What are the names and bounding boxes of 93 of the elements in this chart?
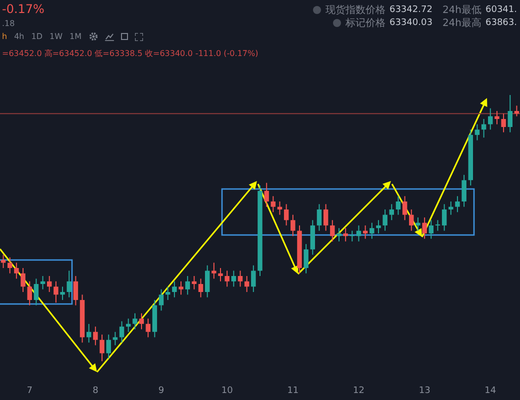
text: 63863. [486, 18, 517, 28]
text: 63340.03 [389, 18, 432, 28]
candlestick [224, 270, 230, 288]
candlestick [119, 320, 124, 344]
candlestick [323, 204, 328, 232]
candlestick [494, 110, 500, 125]
candlestick [40, 276, 46, 290]
candlestick [409, 208, 414, 232]
candlestick [93, 326, 98, 346]
x-tick-label: 7 [26, 386, 32, 396]
candlestick [8, 256, 12, 274]
candlestick [54, 280, 58, 304]
text: 1M [70, 32, 82, 41]
candlestick [350, 230, 355, 242]
candlestick [304, 244, 308, 274]
text: 1D [31, 32, 42, 41]
candlestick [14, 262, 19, 280]
chart-title: -0.17% [2, 2, 44, 16]
x-tick-label: 8 [92, 386, 99, 396]
candlestick [27, 280, 32, 306]
candlestick [192, 276, 197, 290]
x-tick-label: 11 [287, 386, 299, 396]
candlestick [474, 124, 480, 141]
candlestick [20, 268, 26, 292]
candlestick [251, 264, 256, 292]
candlestick [310, 220, 316, 256]
x-tick-label: 12 [353, 386, 364, 396]
candlestick [462, 174, 466, 208]
candlestick [514, 105, 520, 117]
candlestick [343, 228, 348, 242]
candlestick [416, 216, 420, 232]
candlestick [66, 270, 72, 298]
candlestick [277, 200, 282, 216]
candlestick [185, 276, 190, 296]
text: 24h最低 [442, 4, 482, 17]
candlestick [218, 268, 223, 282]
candlestick [212, 262, 216, 280]
candlestick [146, 318, 150, 338]
candlestick [284, 204, 289, 226]
text: 1W [50, 32, 62, 41]
x-tick-label: 14 [484, 386, 496, 396]
text: 60341. [486, 5, 517, 15]
text: 现货指数价格 [325, 4, 386, 17]
candlestick [370, 222, 374, 240]
candlestick [204, 264, 210, 298]
candlestick [376, 220, 381, 234]
candlestick [442, 204, 447, 232]
candlestick [231, 270, 236, 288]
candlestick [172, 280, 177, 298]
candlestick [198, 278, 204, 298]
candlestick [132, 312, 138, 330]
candlestick [34, 278, 39, 306]
candlestick [0, 254, 6, 269]
candlestick [238, 270, 243, 288]
candlestick [396, 196, 401, 216]
candlestick [382, 208, 388, 232]
candlestick [165, 286, 170, 300]
candlestick [178, 280, 184, 296]
candlestick [389, 204, 394, 221]
x-tick-label: 10 [221, 386, 234, 396]
candlestick [316, 204, 322, 232]
candlestick [290, 214, 296, 237]
candlestick [488, 108, 493, 130]
text: 24h最高 [442, 16, 482, 30]
candlestick [448, 200, 454, 216]
candlestick [73, 276, 78, 306]
candlestick [501, 113, 506, 133]
candlestick [402, 196, 408, 221]
candlestick [362, 224, 368, 240]
candlestick [126, 318, 131, 332]
text: =63452.0 高=63452.0 低=63338.5 收=63340.0 -111.0 (-0.17%) [2, 48, 258, 59]
text: 4h [14, 32, 24, 41]
candlestick [139, 312, 144, 330]
candlestick [422, 216, 427, 240]
candlestick [270, 196, 276, 213]
candlestick [106, 334, 111, 360]
candlestick [158, 288, 164, 312]
candlestick [508, 94, 512, 133]
candlestick [60, 286, 65, 300]
candlestick [264, 182, 269, 208]
text: 标记价格 [345, 16, 386, 30]
candlestick [336, 228, 342, 242]
text: 63342.72 [389, 5, 432, 15]
candlestick [100, 334, 104, 362]
chart-subtitle: .18 [2, 19, 15, 28]
x-tick-label: 9 [158, 386, 164, 396]
candlestick [435, 220, 440, 232]
candlestick [112, 331, 118, 346]
x-tick-label: 13 [418, 386, 430, 396]
candlestick [330, 220, 335, 242]
candlestick [455, 196, 460, 213]
text: h [2, 32, 8, 41]
candlestick [428, 220, 434, 240]
